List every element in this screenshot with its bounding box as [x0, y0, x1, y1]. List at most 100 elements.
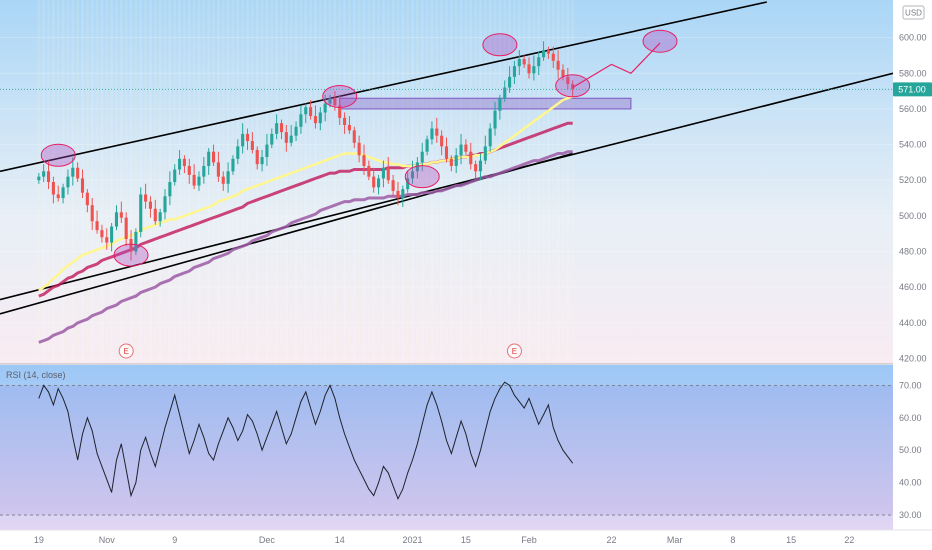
projection-path	[572, 42, 661, 89]
candle-body	[46, 171, 51, 182]
main-pane-background	[0, 0, 893, 364]
stripe	[226, 0, 230, 530]
highlight-ellipse	[642, 29, 678, 53]
time-axis[interactable]: 19 Nov 9 Dec 14 2021 15 Feb 22 Mar 8 15 22	[0, 529, 932, 550]
price-tick-label: 520.00	[899, 175, 927, 185]
purple-moving-average	[38, 150, 573, 344]
date-tick-label: 14	[335, 535, 345, 545]
price-tick-label: 420.00	[899, 353, 927, 363]
stripe	[56, 0, 60, 530]
candle-body	[80, 178, 85, 193]
candle-body	[153, 208, 157, 222]
candle-body	[435, 128, 439, 136]
stripe	[556, 0, 560, 530]
candle-body	[178, 158, 182, 170]
support-zone	[339, 97, 632, 110]
highlight-ellipse	[404, 165, 440, 189]
rsi-tick-label: 30.00	[899, 510, 922, 520]
stripe	[411, 0, 415, 530]
last-price-badge-text: 571.00	[898, 84, 926, 94]
candle-body	[192, 174, 196, 186]
stripe	[192, 0, 196, 530]
stripe	[551, 0, 555, 530]
earnings-marker-circle	[506, 343, 522, 359]
candle-body	[512, 66, 516, 77]
price-axis[interactable]: 600.00 580.00 560.00 540.00 520.00 500.00 480.…	[893, 0, 932, 550]
candle-body	[537, 57, 541, 67]
stripe	[483, 0, 487, 530]
stripe	[275, 0, 279, 530]
stripe	[537, 0, 541, 530]
stripe	[406, 0, 410, 530]
candle-body	[61, 187, 65, 199]
stripe	[532, 0, 536, 530]
stripe	[474, 0, 478, 530]
stripe	[129, 0, 133, 530]
price-candles	[37, 41, 575, 261]
candle-body	[245, 133, 250, 142]
highlight-ellipse	[322, 84, 358, 108]
candle-body	[328, 98, 332, 104]
stripe	[105, 0, 109, 530]
date-tick-label: Nov	[99, 535, 116, 545]
stripe	[294, 0, 298, 530]
highlight-ellipse	[40, 143, 76, 167]
candle-body	[483, 146, 487, 161]
stripe	[250, 0, 254, 530]
stripe	[231, 0, 235, 530]
candle-body	[134, 231, 138, 252]
price-gridlines	[0, 37, 893, 359]
rsi-label: RSI (14, close)	[6, 370, 66, 380]
price-tick-label: 480.00	[899, 247, 927, 257]
stripe	[119, 0, 123, 530]
candle-body	[323, 103, 327, 113]
candle-body	[444, 146, 449, 159]
candle-body	[304, 107, 308, 115]
candle-body	[566, 76, 570, 84]
candle-body	[352, 130, 356, 143]
date-tick-label: 22	[607, 535, 617, 545]
candle-body	[56, 194, 60, 199]
highlight-ellipse	[555, 74, 591, 98]
candle-body	[119, 212, 123, 218]
stripe	[260, 0, 264, 530]
earnings-marker-circle	[118, 343, 134, 359]
candle-body	[396, 190, 400, 199]
candle-body	[459, 144, 463, 156]
stripe	[100, 0, 104, 530]
stripe	[42, 0, 46, 530]
candle-body	[425, 139, 429, 152]
candle-body	[401, 189, 405, 199]
candle-body	[207, 151, 211, 166]
candle-body	[493, 110, 497, 129]
stripe	[493, 0, 497, 530]
candle-body	[226, 171, 230, 184]
date-tick-labels: 19 Nov 9 Dec 14 2021 15 Feb 22 Mar 8 15 22	[34, 535, 855, 545]
candle-body	[260, 157, 264, 165]
highlight-ellipse	[113, 243, 149, 267]
stripe	[512, 0, 516, 530]
candle-body	[391, 180, 395, 191]
earnings-marker-label: E	[512, 347, 517, 356]
stripe	[391, 0, 395, 530]
stripe	[377, 0, 381, 530]
candle-body	[503, 87, 507, 99]
stripe	[464, 0, 468, 530]
currency-badge[interactable]: USD	[902, 5, 925, 20]
stripe	[158, 0, 162, 530]
stripe	[415, 0, 419, 530]
candle-body	[561, 69, 565, 77]
date-tick-label: 19	[34, 535, 44, 545]
candle-body	[148, 201, 153, 209]
stripe	[459, 0, 463, 530]
stripe	[440, 0, 444, 530]
stripe	[571, 0, 575, 530]
stripe	[309, 0, 313, 530]
candle-body	[95, 221, 99, 231]
rsi-tick-label: 50.00	[899, 445, 922, 455]
stripe	[498, 0, 502, 530]
stripe	[270, 0, 274, 530]
moving-averages	[38, 95, 574, 344]
